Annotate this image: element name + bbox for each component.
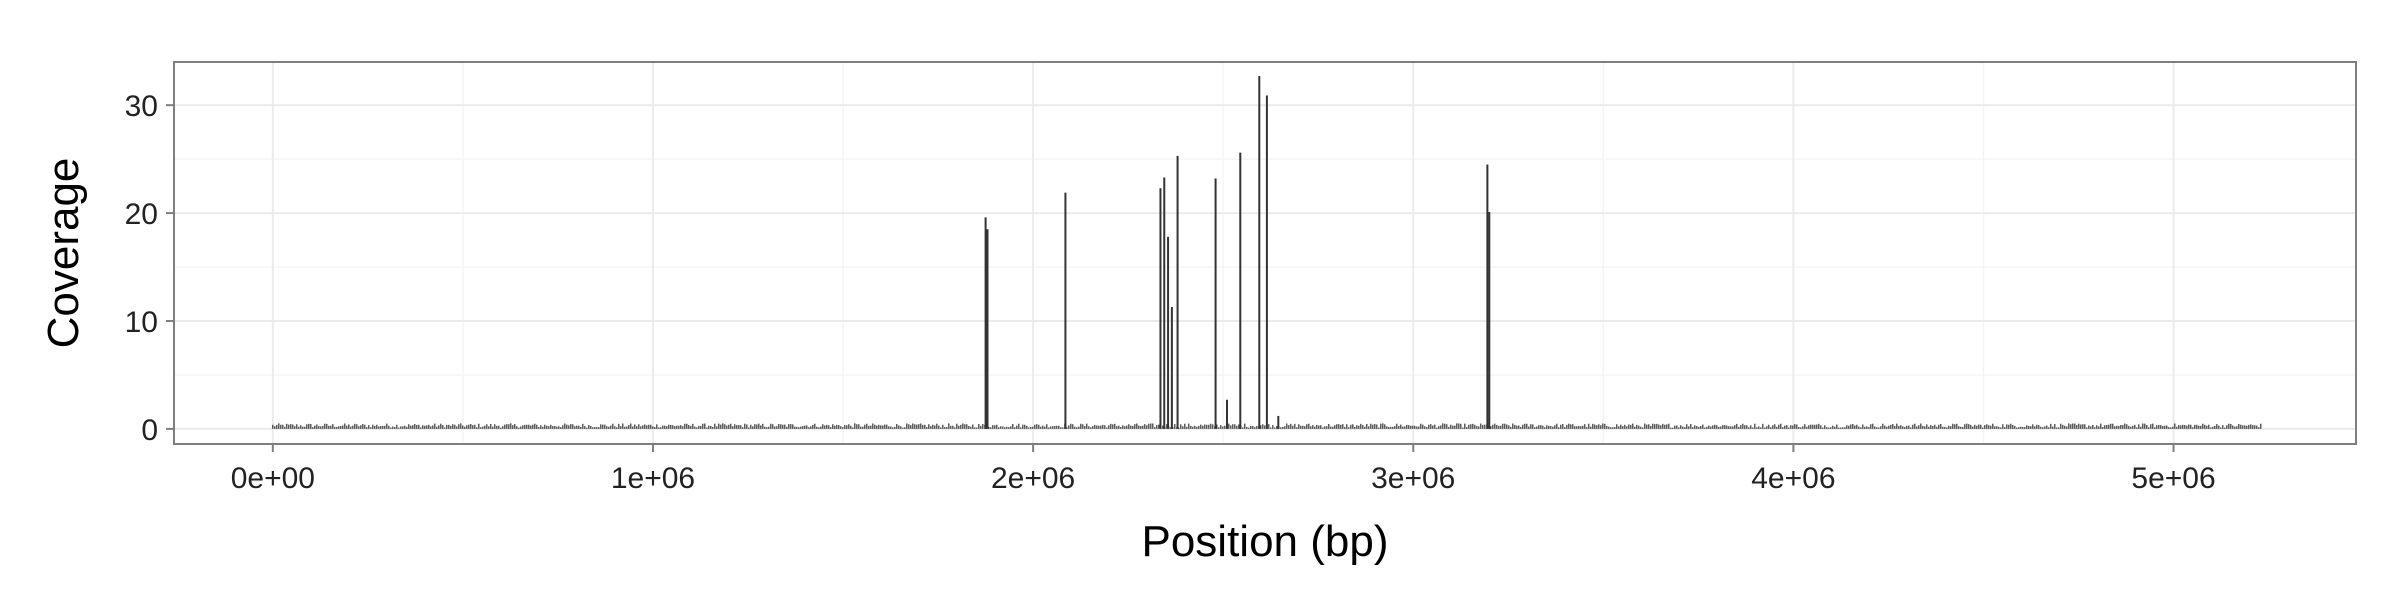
x-tick-label: 1e+06 — [611, 462, 695, 495]
y-tick-label: 20 — [125, 198, 158, 231]
y-tick-label: 10 — [125, 306, 158, 339]
y-tick-label: 0 — [141, 414, 158, 447]
y-tick-label: 30 — [125, 90, 158, 123]
x-tick-label: 3e+06 — [1371, 462, 1455, 495]
plot-panel — [174, 62, 2356, 444]
x-tick-label: 0e+00 — [231, 462, 315, 495]
coverage-bars — [272, 76, 2262, 429]
x-axis-title: Position (bp) — [1141, 517, 1388, 566]
y-axis-title: Coverage — [39, 158, 88, 349]
x-axis: 0e+00 1e+06 2e+06 3e+06 4e+06 5e+06 — [231, 444, 2216, 495]
baseline-coverage — [272, 423, 2262, 429]
x-tick-label: 4e+06 — [1751, 462, 1835, 495]
x-tick-label: 2e+06 — [991, 462, 1075, 495]
y-axis: 0 10 20 30 — [125, 90, 174, 447]
x-tick-label: 5e+06 — [2131, 462, 2215, 495]
minor-gridlines — [174, 62, 2356, 444]
plot-border — [173, 61, 2357, 445]
